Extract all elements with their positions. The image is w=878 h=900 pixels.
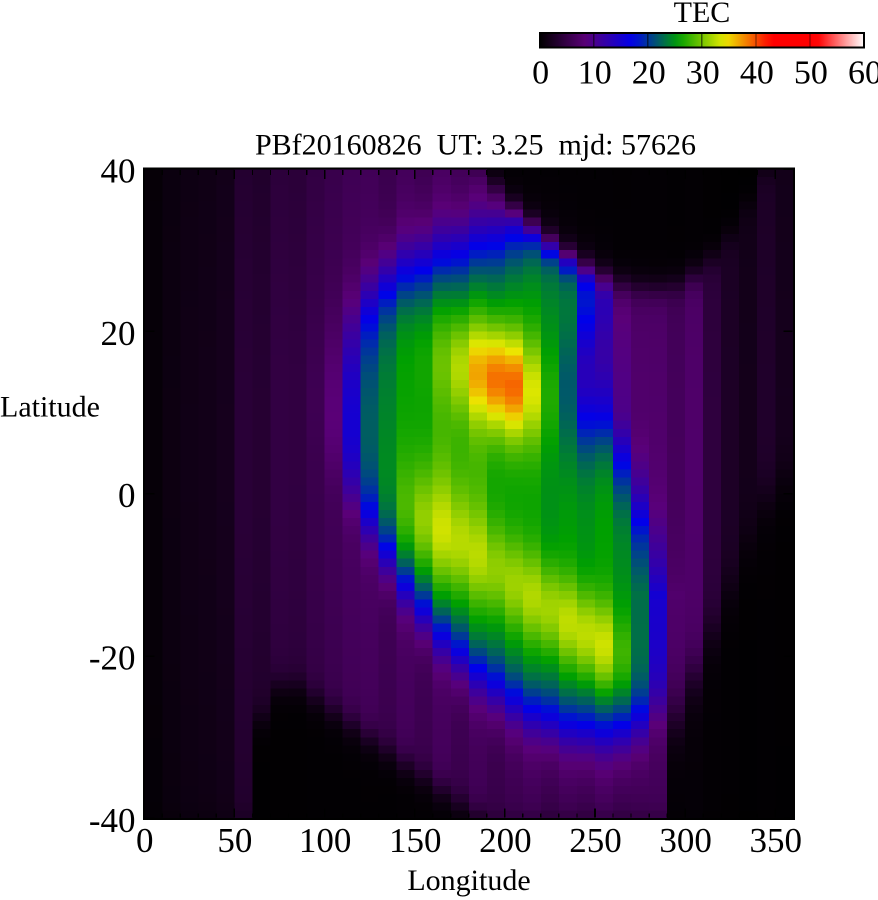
svg-text:40: 40 [740,55,774,92]
svg-text:Latitude: Latitude [0,391,100,424]
svg-text:50: 50 [217,821,252,860]
svg-text:40: 40 [101,152,136,191]
svg-text:30: 30 [686,55,720,92]
svg-text:350: 350 [750,821,803,860]
svg-text:PBf20160826 UT: 3.25 mjd: 57: PBf20160826 UT: 3.25 mjd: 57626 [255,129,696,162]
svg-text:20: 20 [101,314,136,353]
svg-text:60: 60 [848,55,878,92]
svg-text:50: 50 [794,55,828,92]
svg-text:0: 0 [118,476,136,515]
svg-text:Longitude: Longitude [407,864,530,897]
svg-text:300: 300 [659,821,712,860]
svg-text:200: 200 [479,821,532,860]
svg-text:10: 10 [578,55,612,92]
svg-text:0: 0 [532,55,549,92]
svg-text:150: 150 [389,821,442,860]
svg-text:TEC: TEC [674,0,731,29]
svg-text:100: 100 [299,821,352,860]
svg-text:-20: -20 [89,639,136,678]
svg-text:20: 20 [632,55,666,92]
svg-text:250: 250 [569,821,622,860]
svg-text:-40: -40 [89,801,136,840]
svg-text:0: 0 [136,821,154,860]
